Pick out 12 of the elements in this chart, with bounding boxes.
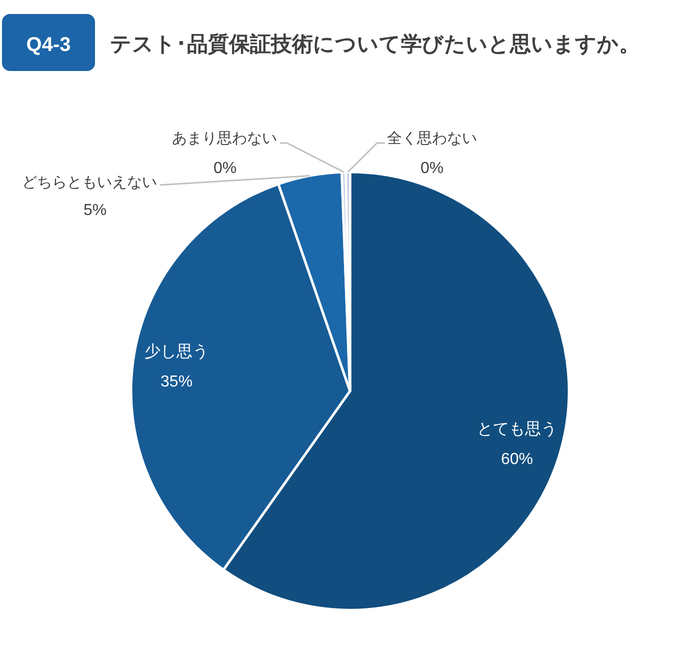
slice-label: 少し思う	[144, 342, 209, 360]
slice-label: あまり思わない	[172, 130, 277, 147]
slice-label: どちらともいえない	[22, 174, 157, 191]
slice-label: とても思う	[476, 421, 557, 438]
data-label: 5%	[83, 202, 107, 219]
text: Q4-3	[26, 34, 71, 56]
chart-title: テスト･品質保証技術について学びたいと思いますか。	[110, 32, 640, 56]
data-label: 35%	[160, 373, 193, 390]
slice-label: 全く思わない	[387, 130, 477, 147]
data-label: 0%	[420, 160, 444, 177]
data-label: 60%	[500, 451, 533, 468]
data-label: 0%	[213, 160, 237, 177]
